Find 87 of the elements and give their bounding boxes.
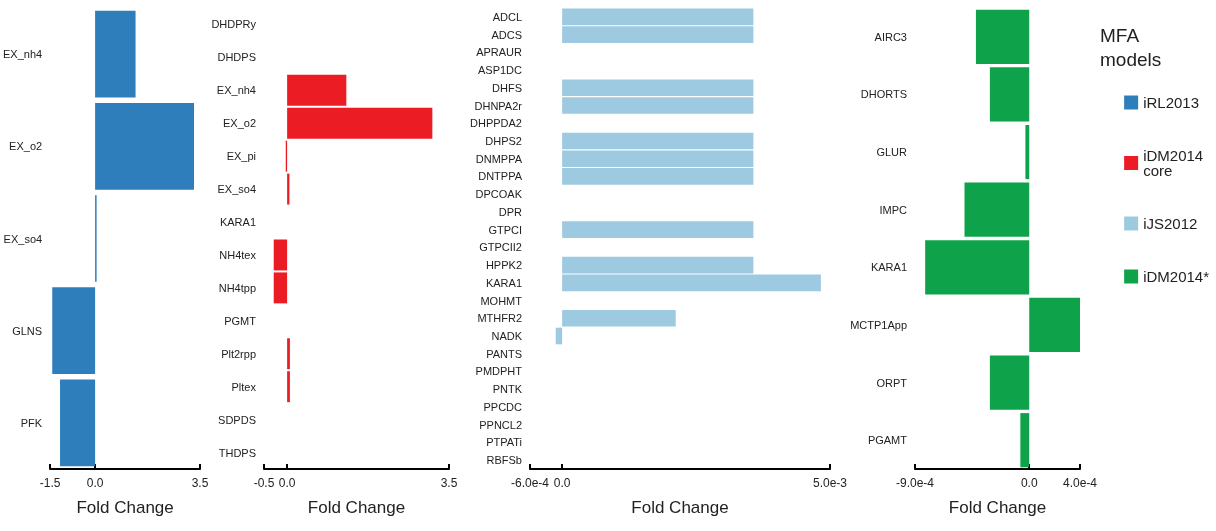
x-axis-title: Fold Change — [307, 498, 406, 517]
y-tick-label: NH4tpp — [218, 281, 256, 294]
x-tick-label: 0.0 — [1020, 476, 1038, 490]
y-tick-label: MOHMT — [480, 294, 523, 307]
bar — [555, 327, 563, 345]
bar — [287, 338, 290, 370]
y-tick-label: EX_o2 — [222, 117, 256, 130]
y-tick-label: HPPK2 — [485, 259, 522, 272]
bar — [287, 74, 347, 106]
y-tick-label: GTPCII2 — [479, 241, 522, 254]
y-tick-label: DHPPDA2 — [470, 117, 522, 130]
y-tick-label: EX_o2 — [9, 140, 43, 153]
y-tick-label: KARA1 — [485, 276, 522, 289]
x-tick-label: 0.0 — [278, 476, 296, 490]
x-tick-label: -0.5 — [253, 476, 275, 490]
y-tick-label: PGAMT — [867, 434, 908, 447]
legend-label: iDM2014* — [1143, 268, 1210, 285]
bar — [562, 309, 676, 327]
y-tick-label: DHORTS — [860, 88, 907, 101]
y-tick-label: DNTPPA — [478, 170, 523, 183]
y-tick-label: EX_pi — [226, 150, 256, 163]
y-tick-label: NADK — [491, 330, 523, 343]
y-tick-label: Pltex — [231, 380, 257, 393]
bar — [273, 272, 288, 304]
y-tick-label: GLUR — [876, 146, 908, 159]
y-tick-label: DPCOAK — [475, 188, 523, 201]
y-tick-label: DHNPA2r — [474, 99, 523, 112]
y-tick-label: ADCS — [491, 28, 522, 41]
y-tick-label: PANTS — [486, 347, 522, 360]
y-tick-label: EX_nh4 — [216, 84, 256, 97]
y-tick-label: PNTK — [492, 383, 523, 396]
x-tick-label: 0.0 — [553, 476, 571, 490]
y-tick-label: THDPS — [218, 446, 256, 459]
bar — [273, 239, 288, 271]
y-tick-label: DNMPPA — [475, 152, 523, 165]
y-tick-label: RBFSb — [486, 454, 522, 467]
y-tick-label: ORPT — [876, 376, 908, 389]
y-tick-label: EX_nh4 — [2, 48, 43, 61]
x-tick-label: -1.5 — [39, 476, 61, 490]
x-tick-label: -9.0e-4 — [895, 476, 935, 490]
legend-label: iDM2014 core — [1143, 147, 1208, 179]
y-tick-label: PTPATi — [486, 436, 522, 449]
y-tick-label: ASP1DC — [477, 64, 523, 77]
y-tick-label: MCTP1App — [850, 318, 907, 331]
y-tick-label: SDPDS — [218, 413, 256, 426]
y-tick-label: IMPC — [879, 203, 908, 216]
y-tick-label: NH4tex — [219, 248, 257, 261]
y-tick-label: EX_so4 — [3, 232, 43, 245]
y-tick-label: Plt2rpp — [221, 347, 256, 360]
bar — [95, 10, 136, 98]
y-tick-label: DPR — [498, 205, 523, 218]
y-tick-label: DHPS2 — [485, 134, 522, 147]
bar — [95, 102, 195, 190]
y-tick-label: PPCDC — [483, 400, 523, 413]
y-tick-label: APRAUR — [476, 46, 523, 59]
y-tick-label: MTHFR2 — [477, 312, 522, 325]
y-tick-label: GTPCI — [488, 223, 522, 236]
x-tick-label: 3.5 — [440, 476, 458, 490]
x-tick-label: 4.0e-4 — [1062, 476, 1098, 490]
y-tick-label: ADCL — [492, 10, 522, 23]
y-tick-label: EX_so4 — [217, 183, 256, 196]
y-tick-label: DHFS — [492, 81, 522, 94]
x-axis-title: Fold Change — [76, 498, 174, 517]
y-tick-label: KARA1 — [870, 261, 907, 274]
bar — [287, 107, 433, 139]
y-tick-label: PGMT — [224, 314, 257, 327]
bar — [60, 379, 96, 467]
x-tick-label: -6.0e-4 — [510, 476, 550, 490]
bar — [52, 287, 96, 375]
x-tick-label: 3.5 — [191, 476, 209, 490]
y-tick-label: PFK — [20, 416, 43, 429]
x-axis-title: Fold Change — [948, 498, 1047, 517]
x-tick-label: 0.0 — [86, 476, 104, 490]
y-tick-label: DHDPS — [217, 51, 256, 64]
bar — [287, 371, 290, 403]
legend-label: iRL2013 — [1143, 94, 1200, 111]
y-tick-label: AIRC3 — [874, 30, 907, 43]
y-tick-label: GLNS — [12, 324, 43, 337]
legend-title: MFA models — [1100, 24, 1162, 70]
x-tick-label: 5.0e-3 — [812, 476, 848, 490]
y-tick-label: PPNCL2 — [479, 418, 522, 431]
x-axis-title: Fold Change — [631, 498, 729, 517]
y-tick-label: PMDPHT — [475, 365, 523, 378]
bar — [562, 221, 754, 238]
y-tick-label: DHDPRy — [211, 18, 257, 31]
legend-label: iJS2012 — [1143, 215, 1198, 232]
y-tick-label: KARA1 — [219, 216, 256, 229]
